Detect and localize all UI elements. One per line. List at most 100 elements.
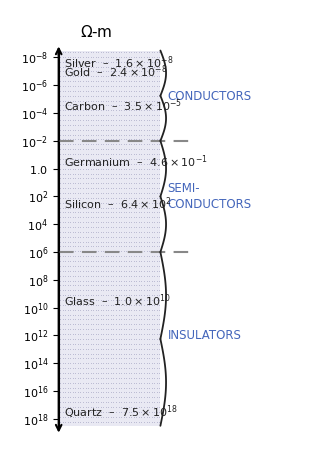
Point <box>83 306 88 313</box>
Point <box>73 213 78 221</box>
Point <box>129 408 134 415</box>
Point <box>63 97 68 104</box>
Point <box>96 146 101 153</box>
Point <box>141 267 147 274</box>
Point <box>141 311 147 318</box>
Point <box>73 272 78 279</box>
Point <box>83 126 88 133</box>
Point <box>108 63 113 70</box>
Point <box>60 126 65 133</box>
Point <box>70 58 75 65</box>
Point <box>103 228 109 235</box>
Point <box>75 87 81 94</box>
Point <box>131 326 137 333</box>
Point <box>134 398 139 406</box>
Point <box>93 87 98 94</box>
Point <box>75 150 81 158</box>
Point <box>149 369 154 376</box>
Point <box>103 248 109 255</box>
Point <box>78 301 83 309</box>
Point <box>149 185 154 192</box>
Point <box>113 340 119 348</box>
Point <box>98 185 103 192</box>
Point <box>93 350 98 357</box>
Point <box>81 53 86 60</box>
Point <box>146 180 152 187</box>
Point <box>65 126 70 133</box>
Point <box>93 194 98 202</box>
Point <box>129 53 134 60</box>
Point <box>124 238 129 245</box>
Point <box>124 345 129 352</box>
Point <box>106 345 111 352</box>
Point <box>116 136 121 143</box>
Point <box>91 97 96 104</box>
Point <box>78 97 83 104</box>
Point <box>57 72 63 80</box>
Point <box>91 111 96 119</box>
Point <box>91 374 96 382</box>
Point <box>154 267 159 274</box>
Point <box>83 185 88 192</box>
Point <box>93 311 98 318</box>
Point <box>126 262 131 270</box>
Point <box>129 335 134 343</box>
Point <box>91 379 96 387</box>
Point <box>81 175 86 182</box>
Point <box>124 136 129 143</box>
Point <box>134 326 139 333</box>
Point <box>96 384 101 391</box>
Point <box>91 141 96 148</box>
Point <box>96 321 101 328</box>
Point <box>116 155 121 163</box>
Point <box>83 82 88 90</box>
Point <box>93 111 98 119</box>
Point <box>141 92 147 99</box>
Point <box>96 189 101 196</box>
Point <box>88 209 93 216</box>
Point <box>144 408 149 415</box>
Point <box>88 170 93 177</box>
Point <box>116 194 121 202</box>
Point <box>111 218 116 226</box>
Point <box>121 160 126 168</box>
Point <box>111 224 116 231</box>
Point <box>88 248 93 255</box>
Point <box>65 136 70 143</box>
Point <box>149 218 154 226</box>
Point <box>146 97 152 104</box>
Point <box>85 53 91 60</box>
Point <box>136 68 141 75</box>
Point <box>139 107 144 114</box>
Point <box>116 403 121 411</box>
Point <box>83 360 88 367</box>
Point <box>141 141 147 148</box>
Point <box>60 77 65 85</box>
Point <box>103 418 109 425</box>
Point <box>91 282 96 289</box>
Point <box>131 389 137 396</box>
Point <box>70 282 75 289</box>
Point <box>152 170 157 177</box>
Point <box>108 92 113 99</box>
Point <box>121 350 126 357</box>
Point <box>93 335 98 343</box>
Point <box>73 413 78 420</box>
Point <box>136 116 141 124</box>
Point <box>75 330 81 338</box>
Point <box>68 408 73 415</box>
Point <box>63 224 68 231</box>
Point <box>139 408 144 415</box>
Point <box>68 155 73 163</box>
Point <box>113 408 119 415</box>
Point <box>126 238 131 245</box>
Point <box>131 58 137 65</box>
Point <box>149 63 154 70</box>
Point <box>129 136 134 143</box>
Point <box>149 53 154 60</box>
Point <box>96 194 101 202</box>
Point <box>96 252 101 260</box>
Point <box>157 82 162 90</box>
Point <box>63 121 68 129</box>
Point <box>96 345 101 352</box>
